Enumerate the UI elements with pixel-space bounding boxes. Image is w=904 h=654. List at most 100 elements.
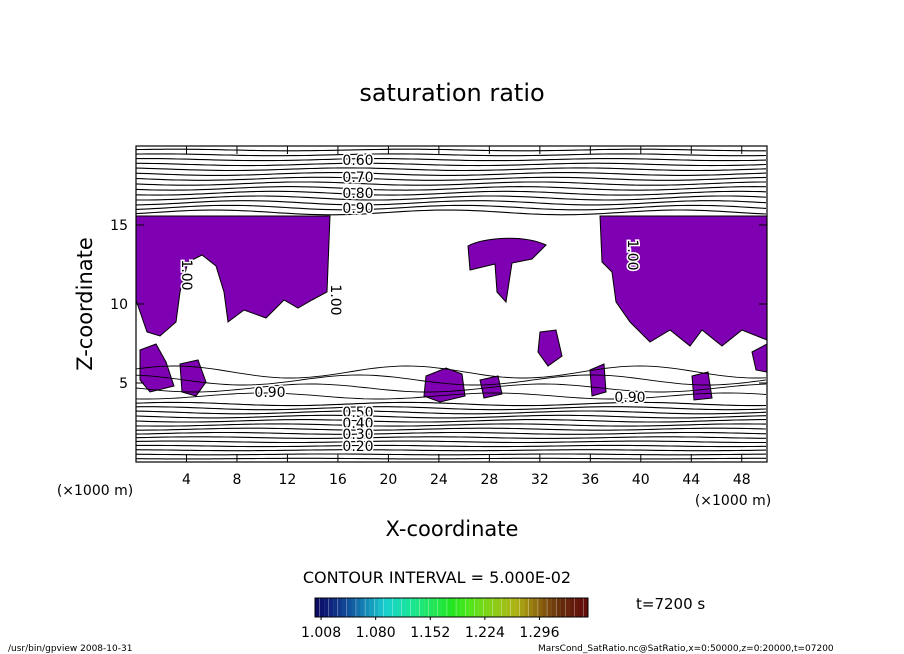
contour-line: [135, 440, 766, 444]
contour-label: 0.90: [254, 385, 285, 401]
colorbar-cell: [533, 598, 539, 617]
contour-label: 0.30: [342, 427, 373, 443]
colorbar: 1.008 1.080 1.152 1.224 1.296: [301, 597, 589, 641]
footer-right: MarsCond_SatRatio.nc@SatRatio,x=0:50000,…: [538, 644, 834, 654]
contour-label: 0.70: [342, 170, 373, 186]
filled-region: [423, 367, 466, 403]
colorbar-cell: [446, 597, 452, 618]
contour-label: 0.60: [342, 153, 373, 169]
x-tick-label: 28: [480, 472, 498, 488]
colorbar-cell: [510, 597, 516, 618]
contour-line: [136, 195, 767, 201]
filled-region: [135, 215, 331, 337]
colorbar-cell: [337, 597, 343, 618]
filled-region: [599, 215, 768, 347]
colorbar-cell: [560, 598, 566, 617]
contour-line: [135, 186, 766, 191]
contour-line: [136, 427, 767, 431]
filled-region: [179, 359, 207, 397]
contour-line: [135, 401, 767, 407]
colorbar-tick-label: 1.152: [410, 625, 450, 641]
colorbar-cell: [315, 598, 320, 617]
filled-region: [467, 237, 547, 304]
x-tick-label: 24: [430, 472, 448, 488]
contour-label: 0.50: [342, 405, 373, 421]
contour-line: [136, 457, 766, 460]
contour-line: [136, 444, 767, 448]
colorbar-cell: [574, 597, 580, 618]
x-tick-label: 40: [632, 472, 650, 488]
contour-line: [135, 392, 767, 400]
contour-line: [135, 148, 766, 152]
filled-region: [139, 343, 175, 393]
colorbar-cell: [537, 597, 543, 618]
chart-title: saturation ratio: [359, 79, 544, 107]
colorbar-cell: [406, 598, 411, 617]
contour-label: 0.90: [614, 390, 645, 406]
colorbar-cell: [501, 597, 507, 618]
colorbar-cell: [578, 598, 584, 617]
x-tick-label: 44: [682, 472, 700, 488]
colorbar-cell: [487, 598, 493, 617]
colorbar-cell: [455, 597, 462, 618]
colorbar-cell: [378, 598, 384, 617]
x-tick-label: 4: [182, 472, 191, 488]
y-tick-label: 5: [119, 376, 128, 392]
contour-line: [135, 423, 767, 427]
contour-line: [135, 436, 766, 439]
contour-line: [135, 374, 767, 386]
y-tick-label: 15: [110, 218, 128, 234]
x-tick-label: 16: [329, 472, 347, 488]
contour-line: [135, 176, 767, 181]
colorbar-cell: [333, 598, 339, 617]
colorbar-cell: [346, 597, 352, 618]
colorbar-cell: [464, 597, 471, 618]
contour-line: [135, 172, 767, 176]
contour-labels: 0.600.700.800.901.001.001.000.90 0.900.50…: [177, 152, 648, 457]
colorbar-cell: [360, 598, 366, 617]
colorbar-cell: [387, 598, 393, 617]
contour-interval: CONTOUR INTERVAL = 5.000E-02: [303, 568, 571, 587]
colorbar-cell: [483, 597, 489, 618]
colorbar-cell: [551, 598, 557, 617]
colorbar-cell: [392, 597, 398, 618]
colorbar-cell: [451, 598, 457, 617]
colorbar-cell: [542, 598, 548, 617]
x-tick-label: 48: [733, 472, 751, 488]
contour-line: [136, 158, 767, 162]
contour-line: [135, 449, 767, 452]
colorbar-cell: [556, 597, 562, 618]
contour-label: 0.80: [342, 186, 373, 202]
time-label: t=7200 s: [636, 595, 705, 613]
colorbar-tick-label: 1.224: [465, 625, 505, 641]
colorbar-cell: [474, 597, 480, 618]
contour-line: [135, 383, 767, 393]
colorbar-cell: [328, 597, 334, 618]
colorbar-cell: [351, 598, 357, 617]
colorbar-cell: [569, 598, 575, 617]
colorbar-cell: [524, 598, 530, 617]
colorbar-tick-label: 1.008: [301, 625, 341, 641]
y-tick-label: 10: [110, 297, 128, 313]
colorbar-cell: [419, 597, 425, 618]
colorbar-cell: [342, 598, 348, 617]
contour-line: [135, 167, 767, 172]
footer-left: /usr/bin/gpview 2008-10-31: [8, 644, 132, 654]
contour-line: [135, 431, 767, 435]
colorbar-cell: [528, 597, 534, 618]
colorbar-frame: [314, 597, 589, 618]
x-unit: (×1000 m): [695, 493, 771, 509]
colorbar-cell: [428, 597, 434, 618]
colorbar-cell: [383, 597, 389, 618]
contour-line: [135, 153, 767, 157]
colorbar-cell: [324, 598, 329, 617]
colorbar-cell: [424, 598, 430, 617]
colorbar-cell: [506, 598, 511, 617]
colorbar-tick-label: 1.296: [519, 625, 559, 641]
colorbar-cell: [415, 598, 420, 617]
colorbar-cell: [442, 598, 448, 617]
contour-lines: [135, 148, 767, 460]
colorbar-cell: [519, 597, 525, 618]
colorbar-cell: [437, 597, 443, 618]
